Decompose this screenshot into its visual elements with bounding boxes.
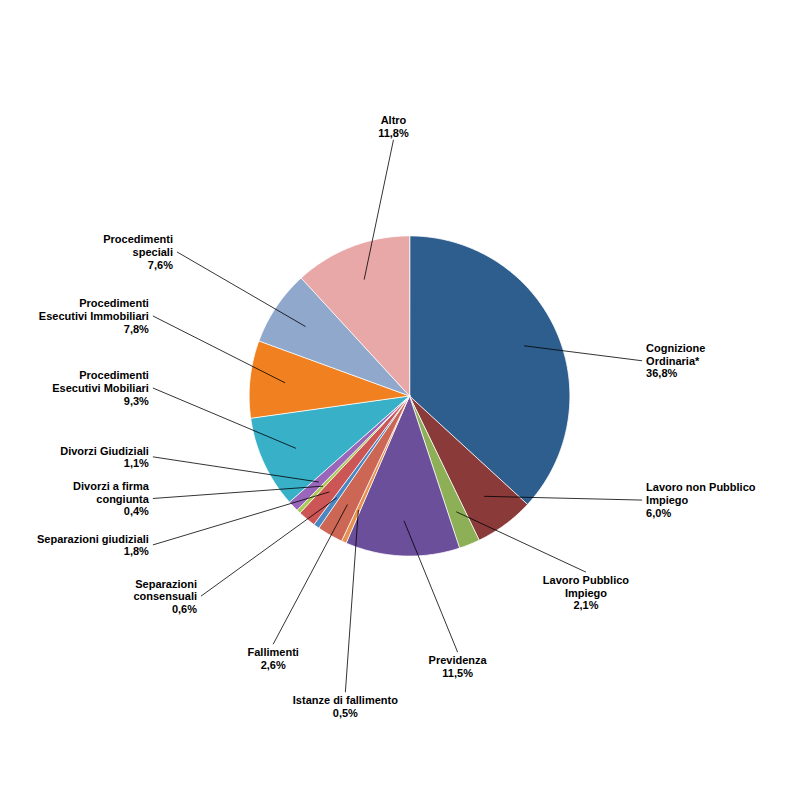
svg-text:Procedimentispeciali7,6%: Procedimentispeciali7,6% <box>103 233 173 270</box>
svg-text:Divorzi Giudiziali1,1%: Divorzi Giudiziali1,1% <box>60 445 149 470</box>
svg-text:Divorzi a firmacongiunta0,4%: Divorzi a firmacongiunta0,4% <box>73 480 150 517</box>
svg-text:Separazioniconsensuali0,6%: Separazioniconsensuali0,6% <box>133 578 197 615</box>
svg-text:ProcedimentiEsecutivi Immobili: ProcedimentiEsecutivi Immobiliari7,8% <box>39 297 149 334</box>
svg-text:ProcedimentiEsecutivi Mobiliar: ProcedimentiEsecutivi Mobiliari9,3% <box>52 369 149 406</box>
svg-text:CognizioneOrdinaria*36,8%: CognizioneOrdinaria*36,8% <box>646 342 705 379</box>
svg-text:Separazioni giudiziali1,8%: Separazioni giudiziali1,8% <box>37 533 149 558</box>
svg-text:Fallimenti2,6%: Fallimenti2,6% <box>248 646 299 671</box>
svg-text:Istanze di fallimento0,5%: Istanze di fallimento0,5% <box>293 694 398 719</box>
svg-text:Previdenza11,5%: Previdenza11,5% <box>429 654 488 679</box>
svg-text:Lavoro PubblicoImpiego2,1%: Lavoro PubblicoImpiego2,1% <box>543 574 629 611</box>
svg-text:Lavoro non PubblicoImpiego6,0%: Lavoro non PubblicoImpiego6,0% <box>646 481 756 518</box>
svg-text:Altro11,8%: Altro11,8% <box>378 114 409 139</box>
